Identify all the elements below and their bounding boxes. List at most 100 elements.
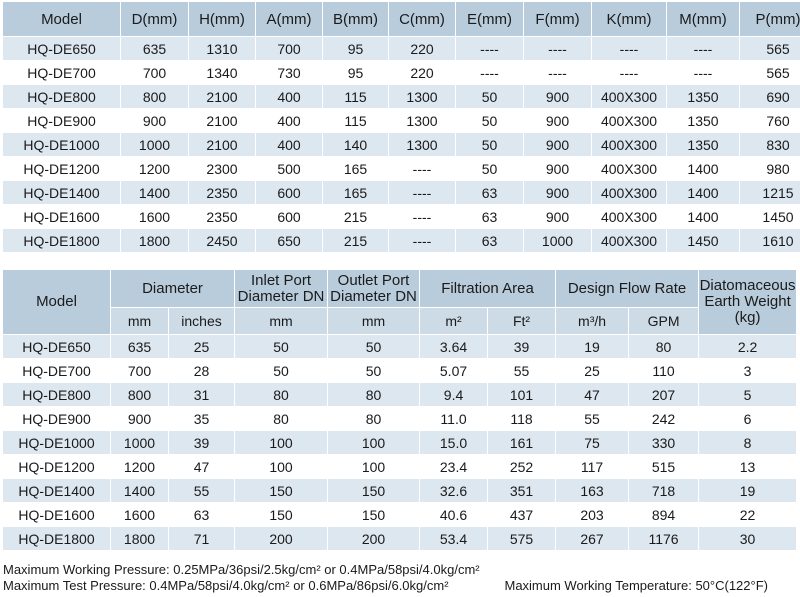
table-cell: ---- (667, 61, 740, 85)
table-cell: 215 (323, 229, 389, 253)
model-cell: HQ-DE650 (3, 37, 121, 61)
table-cell: 117 (556, 455, 630, 479)
dimensions-header-cell: F(mm) (524, 2, 592, 37)
table-cell: 118 (488, 407, 557, 431)
unit-diameter-inches: inches (169, 308, 236, 335)
table-cell: 718 (629, 479, 700, 503)
table-cell: 220 (389, 61, 456, 85)
table-cell: 900 (524, 85, 592, 109)
table-cell: 165 (323, 157, 389, 181)
table-cell: 1000 (524, 229, 592, 253)
table-cell: 95 (323, 61, 389, 85)
table-cell: 15.0 (420, 431, 489, 455)
table-cell: 53.4 (420, 527, 489, 551)
dimensions-header-cell: M(mm) (667, 2, 740, 37)
table-cell: 1600 (111, 503, 169, 527)
table-cell: 400X300 (592, 181, 667, 205)
table-cell: 242 (629, 407, 700, 431)
table-cell: 1400 (121, 181, 189, 205)
table-cell: 1350 (667, 109, 740, 133)
table-cell: 1215 (740, 181, 800, 205)
table-cell: 50 (235, 335, 329, 359)
table-cell: 1000 (121, 133, 189, 157)
dimensions-header-cell: A(mm) (256, 2, 323, 37)
table-cell: 760 (740, 109, 800, 133)
table-cell: 207 (629, 383, 700, 407)
table-cell: 400 (256, 133, 323, 157)
model-cell: HQ-DE1400 (3, 181, 121, 205)
model-cell: HQ-DE1000 (3, 133, 121, 157)
dimensions-row: HQ-DE1400 1400 2350 600 165 ---- 63 900 400X300 1… (3, 181, 800, 205)
header-inlet-port: Inlet Port Diameter DN (235, 270, 329, 308)
header-filtration-area: Filtration Area (420, 270, 557, 308)
table-cell: 32.6 (420, 479, 489, 503)
table-cell: ---- (524, 37, 592, 61)
table-cell: 95 (323, 37, 389, 61)
table-cell: 900 (524, 205, 592, 229)
table-cell: 55 (556, 407, 630, 431)
model-cell: HQ-DE1200 (3, 157, 121, 181)
table-cell: 1300 (389, 133, 456, 157)
table-cell: 2450 (189, 229, 256, 253)
table-cell: 22 (699, 503, 798, 527)
table-cell: 1800 (111, 527, 169, 551)
table-cell: 47 (169, 455, 236, 479)
table-cell: 203 (556, 503, 630, 527)
specifications-row: HQ-DE1200 1200 47 100 100 23.4 252 117 515 13 (3, 455, 798, 479)
table-cell: 50 (456, 85, 524, 109)
table-cell: 220 (389, 37, 456, 61)
table-cell: 100 (235, 455, 329, 479)
table-cell: 900 (524, 109, 592, 133)
dimensions-header-cell: B(mm) (323, 2, 389, 37)
table-cell: 80 (235, 407, 329, 431)
table-cell: 400X300 (592, 133, 667, 157)
table-cell: 900 (524, 157, 592, 181)
table-cell: 39 (169, 431, 236, 455)
table-cell: 900 (524, 133, 592, 157)
table-cell: 1200 (121, 157, 189, 181)
specifications-row: HQ-DE1400 1400 55 150 150 32.6 351 163 718 19 (3, 479, 798, 503)
model-cell: HQ-DE900 (3, 407, 111, 431)
table-cell: 400X300 (592, 85, 667, 109)
table-cell: 28 (169, 359, 236, 383)
header-design-flow-rate: Design Flow Rate (556, 270, 700, 308)
table-cell: 23.4 (420, 455, 489, 479)
table-cell: 267 (556, 527, 630, 551)
table-cell: 1400 (667, 157, 740, 181)
model-cell: HQ-DE650 (3, 335, 111, 359)
table-cell: 400X300 (592, 157, 667, 181)
dimensions-header-row: Model D(mm) H(mm) A(mm) B(mm) C(mm) E(mm) F(mm)… (3, 2, 800, 37)
table-cell: 1610 (740, 229, 800, 253)
table-cell: 150 (235, 479, 329, 503)
table-cell: 1200 (111, 455, 169, 479)
dimensions-table: Model D(mm) H(mm) A(mm) B(mm) C(mm) E(mm) F(mm)… (3, 2, 800, 253)
dimensions-header-cell: P(mm) (740, 2, 800, 37)
dimensions-row: HQ-DE900 900 2100 400 115 1300 50 900 400X300 135… (3, 109, 800, 133)
table-cell: 19 (556, 335, 630, 359)
table-cell: 894 (629, 503, 700, 527)
table-cell: 3.64 (420, 335, 489, 359)
specifications-row: HQ-DE900 900 35 80 80 11.0 118 55 242 6 (3, 407, 798, 431)
table-cell: 900 (121, 109, 189, 133)
table-cell: 635 (111, 335, 169, 359)
test-pressure-note: Maximum Test Pressure: 0.4MPa/58psi/4.0k… (3, 578, 449, 593)
table-cell: ---- (667, 37, 740, 61)
table-cell: 100 (235, 431, 329, 455)
working-temperature-note: Maximum Working Temperature: 50°C(122°F) (504, 578, 768, 593)
table-cell: 140 (323, 133, 389, 157)
table-cell: 161 (488, 431, 557, 455)
dimensions-header-cell: D(mm) (121, 2, 189, 37)
table-cell: 39 (488, 335, 557, 359)
table-cell: 2100 (189, 109, 256, 133)
table-cell: 1000 (111, 431, 169, 455)
table-cell: 1310 (189, 37, 256, 61)
unit-flow-m3h: m³/h (556, 308, 630, 335)
table-cell: 11.0 (420, 407, 489, 431)
table-cell: 19 (699, 479, 798, 503)
table-cell: 1176 (629, 527, 700, 551)
table-cell: ---- (592, 61, 667, 85)
table-cell: 1800 (121, 229, 189, 253)
table-cell: 800 (111, 383, 169, 407)
dimensions-row: HQ-DE700 700 1340 730 95 220 ---- ---- ---- ---- 5… (3, 61, 800, 85)
specifications-row: HQ-DE1000 1000 39 100 100 15.0 161 75 330 8 (3, 431, 798, 455)
